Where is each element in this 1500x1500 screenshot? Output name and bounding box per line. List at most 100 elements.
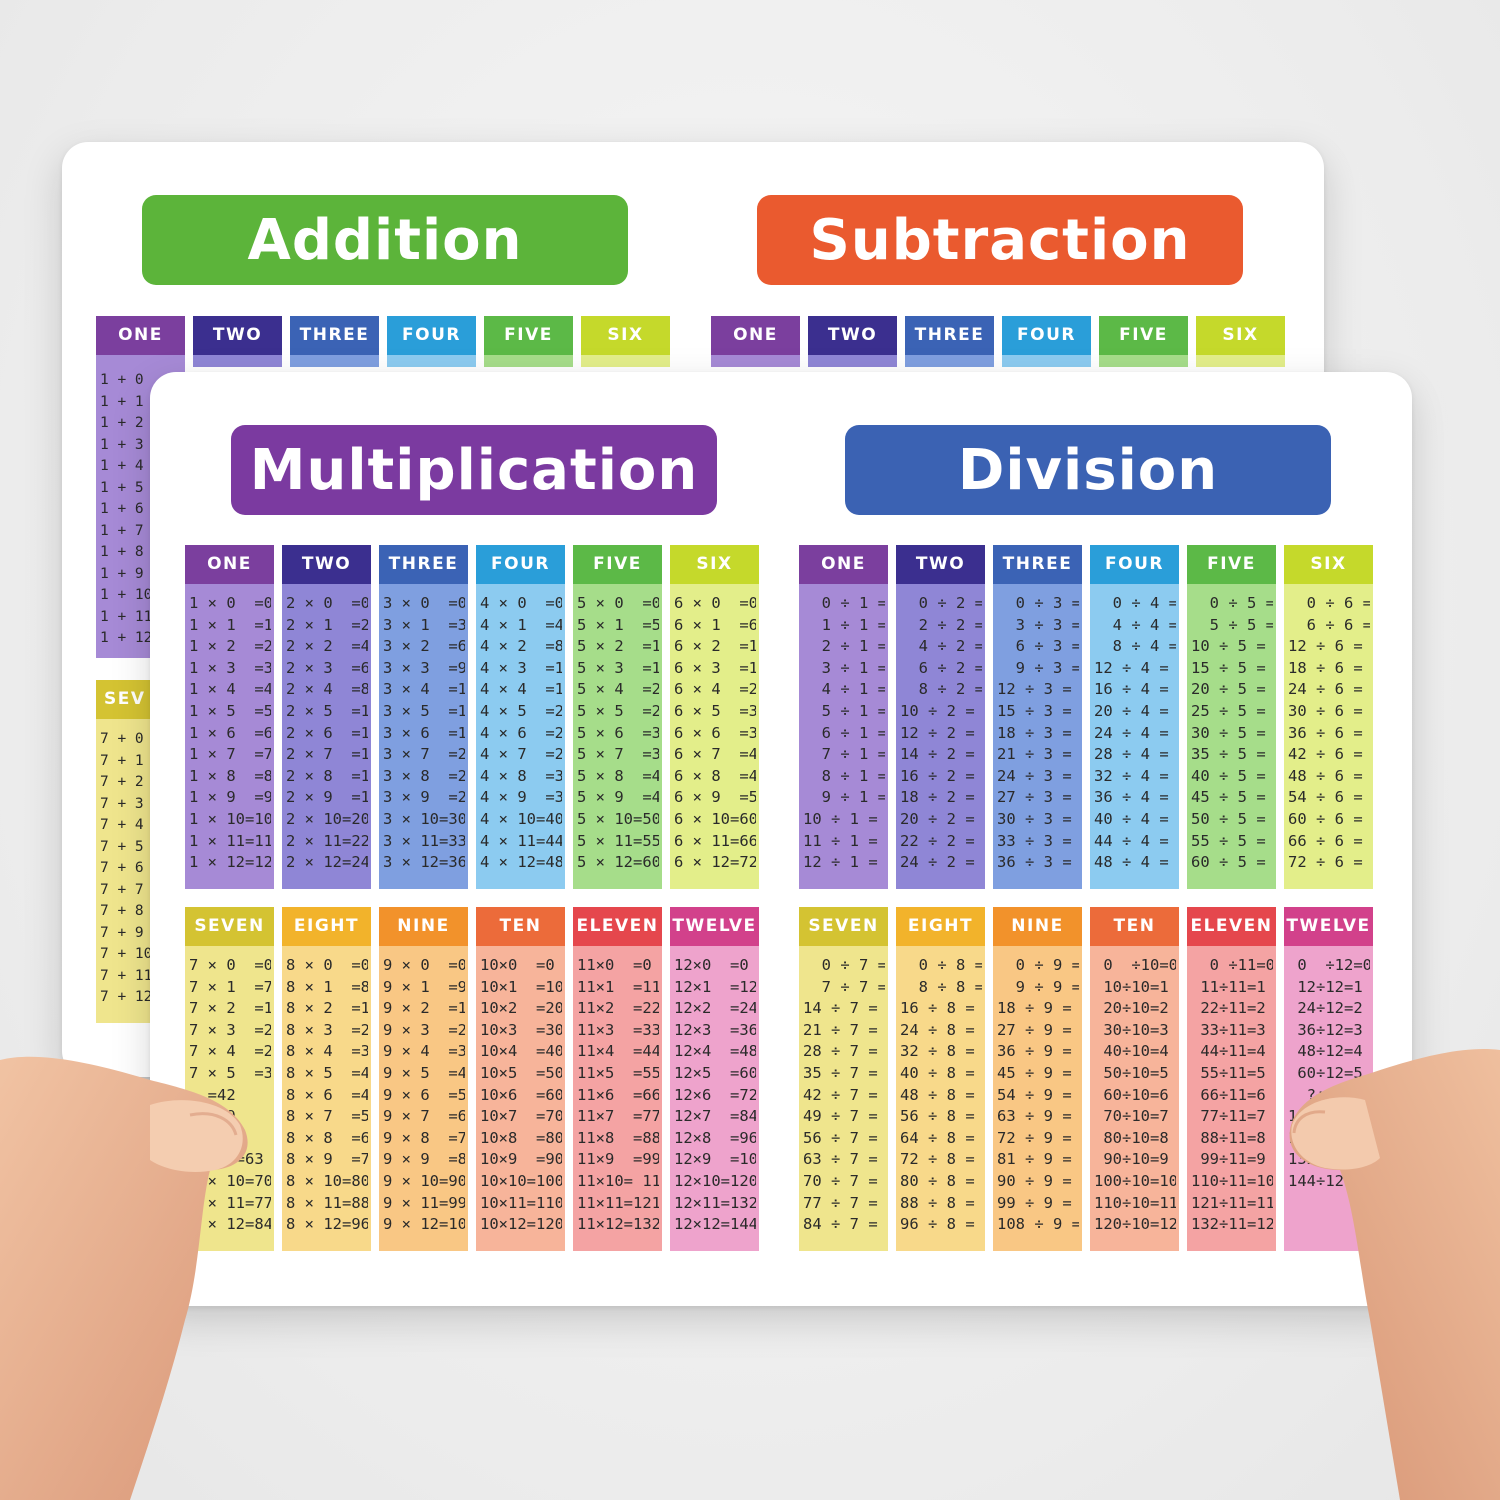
multiplication-fact: 4 × 9 =36 — [480, 788, 562, 807]
division-fact: 42 ÷ 7 = 6 — [803, 1085, 878, 1104]
division-fact: 80÷10=8 — [1094, 1128, 1169, 1147]
multiplication-fact: 5 × 8 =40 — [577, 766, 659, 785]
multiplication-fact: 8 × 11=88 — [286, 1193, 368, 1212]
multiplication-facts-six: 6 × 0 =0 6 × 1 =6 6 × 2 =12 6 × 3 =18 6 × 4 … — [670, 584, 759, 889]
multiplication-fact: 3 × 11=33 — [383, 831, 465, 850]
addition-strip-two — [193, 355, 282, 367]
multiplication-fact: 5 × 12=60 — [577, 853, 659, 872]
multiplication-column-three: THREE 3 × 0 =0 3 × 1 =3 3 × 2 =6 3 × 3 =9 3 ×… — [379, 545, 468, 889]
multiplication-fact: 8 × 12=96 — [286, 1215, 368, 1234]
multiplication-fact: 7 × 5 =35 — [189, 1063, 271, 1082]
addition-column-three: THREE — [290, 316, 379, 367]
division-fact: 56 ÷ 7 = 8 — [803, 1128, 878, 1147]
multiplication-fact: 11×11=121 — [577, 1193, 659, 1212]
division-fact: 9 ÷ 1 = 9 — [821, 788, 885, 807]
multiplication-fact: 12×1 =12 — [674, 977, 756, 996]
multiplication-fact: 8 × 9 =72 — [286, 1150, 368, 1169]
division-fact: 132÷11=12 — [1191, 1215, 1273, 1234]
multiplication-fact: 10×5 =50 — [480, 1063, 562, 1082]
division-fact: 0 ÷ 4 = 0 — [1112, 594, 1176, 612]
multiplication-fact: 3 × 0 =0 — [383, 594, 465, 612]
division-fact: 36÷12=3 — [1288, 1020, 1363, 1039]
multiplication-fact: 6 × 12=72 — [674, 853, 756, 872]
division-header-eleven: ELEVEN — [1187, 907, 1276, 946]
multiplication-fact: 11×5 =55 — [577, 1063, 659, 1082]
multiplication-header-ten: TEN — [476, 907, 565, 946]
multiplication-fact: 12×6 =72 — [674, 1085, 756, 1104]
multiplication-fact: 11×9 =99 — [577, 1150, 659, 1169]
division-fact: 0 ÷10=0 — [1094, 956, 1176, 974]
division-fact: 24 ÷ 3 = 8 — [997, 766, 1072, 785]
division-fact: 16 ÷ 4 = 4 — [1094, 680, 1169, 699]
multiplication-fact: 5 × 5 =25 — [577, 701, 659, 720]
division-fact: 20÷10=2 — [1094, 999, 1169, 1018]
multiplication-fact: 6 × 1 =6 — [674, 615, 756, 634]
division-fact: 40 ÷ 5 = 8 — [1191, 766, 1266, 785]
division-fact: 36 ÷ 6 = 6 — [1288, 723, 1363, 742]
division-header-six: SIX — [1284, 545, 1373, 584]
addition-banner: Addition — [142, 195, 628, 285]
division-fact: 88÷11=8 — [1191, 1128, 1266, 1147]
multiplication-fact: 10×11=110 — [480, 1193, 562, 1212]
division-column-six: SIX 0 ÷ 6 = 0 6 ÷ 6 = 1 12 ÷ 6 = 2 18 ÷ 6 … — [1284, 545, 1373, 889]
multiplication-fact: 9 × 9 =81 — [383, 1150, 465, 1169]
division-fact: 64 ÷ 8 = 8 — [900, 1128, 975, 1147]
division-header-two: TWO — [896, 545, 985, 584]
division-fact: 8 ÷ 2 = 4 — [918, 680, 982, 699]
multiplication-fact: 3 × 3 =9 — [383, 658, 465, 677]
multiplication-fact: 1 × 10=10 — [189, 809, 271, 828]
multiplication-fact: 6 × 6 =36 — [674, 723, 756, 742]
division-fact: 63 ÷ 7 = 9 — [803, 1150, 878, 1169]
division-fact: 84 ÷ 7 = 12 — [803, 1215, 878, 1234]
division-fact: 11÷11=1 — [1191, 977, 1266, 996]
multiplication-fact: 3 × 10=30 — [383, 809, 465, 828]
division-fact: 0 ÷ 3 = 0 — [1015, 594, 1079, 612]
division-fact: 120÷10=12 — [1094, 1215, 1176, 1234]
addition-fact: 7 + 3 — [100, 795, 144, 812]
subtraction-strip-six — [1196, 355, 1285, 367]
multiplication-facts-five: 5 × 0 =0 5 × 1 =5 5 × 2 =10 5 × 3 =15 5 × 4 … — [573, 584, 662, 889]
subtraction-banner: Subtraction — [757, 195, 1243, 285]
division-fact: 12 ÷ 3 = 4 — [997, 680, 1072, 699]
left-hand — [0, 1056, 248, 1500]
multiplication-fact: 12×10=120 — [674, 1171, 756, 1190]
addition-strip-three — [290, 355, 379, 367]
division-fact: 30÷10=3 — [1094, 1020, 1169, 1039]
multiplication-fact: 9 × 1 =9 — [383, 977, 465, 996]
multiplication-fact: 5 × 11=55 — [577, 831, 659, 850]
multiplication-fact: 2 × 5 =10 — [286, 701, 368, 720]
division-fact: 32 ÷ 8 = 4 — [900, 1042, 975, 1061]
multiplication-column-ten: TEN 10×0 =0 10×1 =10 10×2 =20 10×3 =30 10×4 =… — [476, 907, 565, 1251]
multiplication-fact: 10×3 =30 — [480, 1020, 562, 1039]
multiplication-fact: 8 × 4 =32 — [286, 1042, 368, 1061]
front-chart-card: Multiplication Division ONE 1 × 0 =0 1 × 1… — [150, 372, 1412, 1306]
multiplication-fact: 5 × 1 =5 — [577, 615, 659, 634]
division-column-seven: SEVEN 0 ÷ 7 = 0 7 ÷ 7 = 1 14 ÷ 7 = 2 21 ÷ … — [799, 907, 888, 1251]
division-fact: 49 ÷ 7 = 7 — [803, 1107, 878, 1126]
addition-fact: 1 + 8 — [100, 544, 144, 560]
division-header-one: ONE — [799, 545, 888, 584]
multiplication-fact: 5 × 0 =0 — [577, 594, 659, 612]
division-fact: 8 ÷ 8 = 1 — [918, 977, 982, 996]
multiplication-column-two: TWO 2 × 0 =0 2 × 1 =2 2 × 2 =4 2 × 3 =6 2 × 4… — [282, 545, 371, 889]
multiplication-fact: 9 × 12=108 — [383, 1215, 465, 1234]
division-fact: 108 ÷ 9 = 12 — [997, 1215, 1079, 1234]
multiplication-fact: 4 × 8 =32 — [480, 766, 562, 785]
division-fact: 48 ÷ 4 = 12 — [1094, 853, 1169, 872]
multiplication-fact: 4 × 3 =12 — [480, 658, 562, 677]
division-fact: 16 ÷ 8 = 2 — [900, 999, 975, 1018]
division-fact: 15 ÷ 3 = 5 — [997, 701, 1072, 720]
division-fact: 110÷11=10 — [1191, 1171, 1273, 1190]
division-fact: 81 ÷ 9 = 9 — [997, 1150, 1072, 1169]
addition-fact: 1 + 11 — [100, 608, 153, 625]
multiplication-fact: 8 × 8 =64 — [286, 1128, 368, 1147]
division-fact: 0 ÷ 8 = 0 — [918, 956, 982, 974]
division-fact: 88 ÷ 8 = 11 — [900, 1193, 975, 1212]
addition-strip-four — [387, 355, 476, 367]
division-column-five: FIVE 0 ÷ 5 = 0 5 ÷ 5 = 1 10 ÷ 5 = 2 15 ÷ 5… — [1187, 545, 1276, 889]
division-fact: 40 ÷ 4 = 10 — [1094, 809, 1169, 828]
division-fact: 30 ÷ 3 = 10 — [997, 809, 1072, 828]
